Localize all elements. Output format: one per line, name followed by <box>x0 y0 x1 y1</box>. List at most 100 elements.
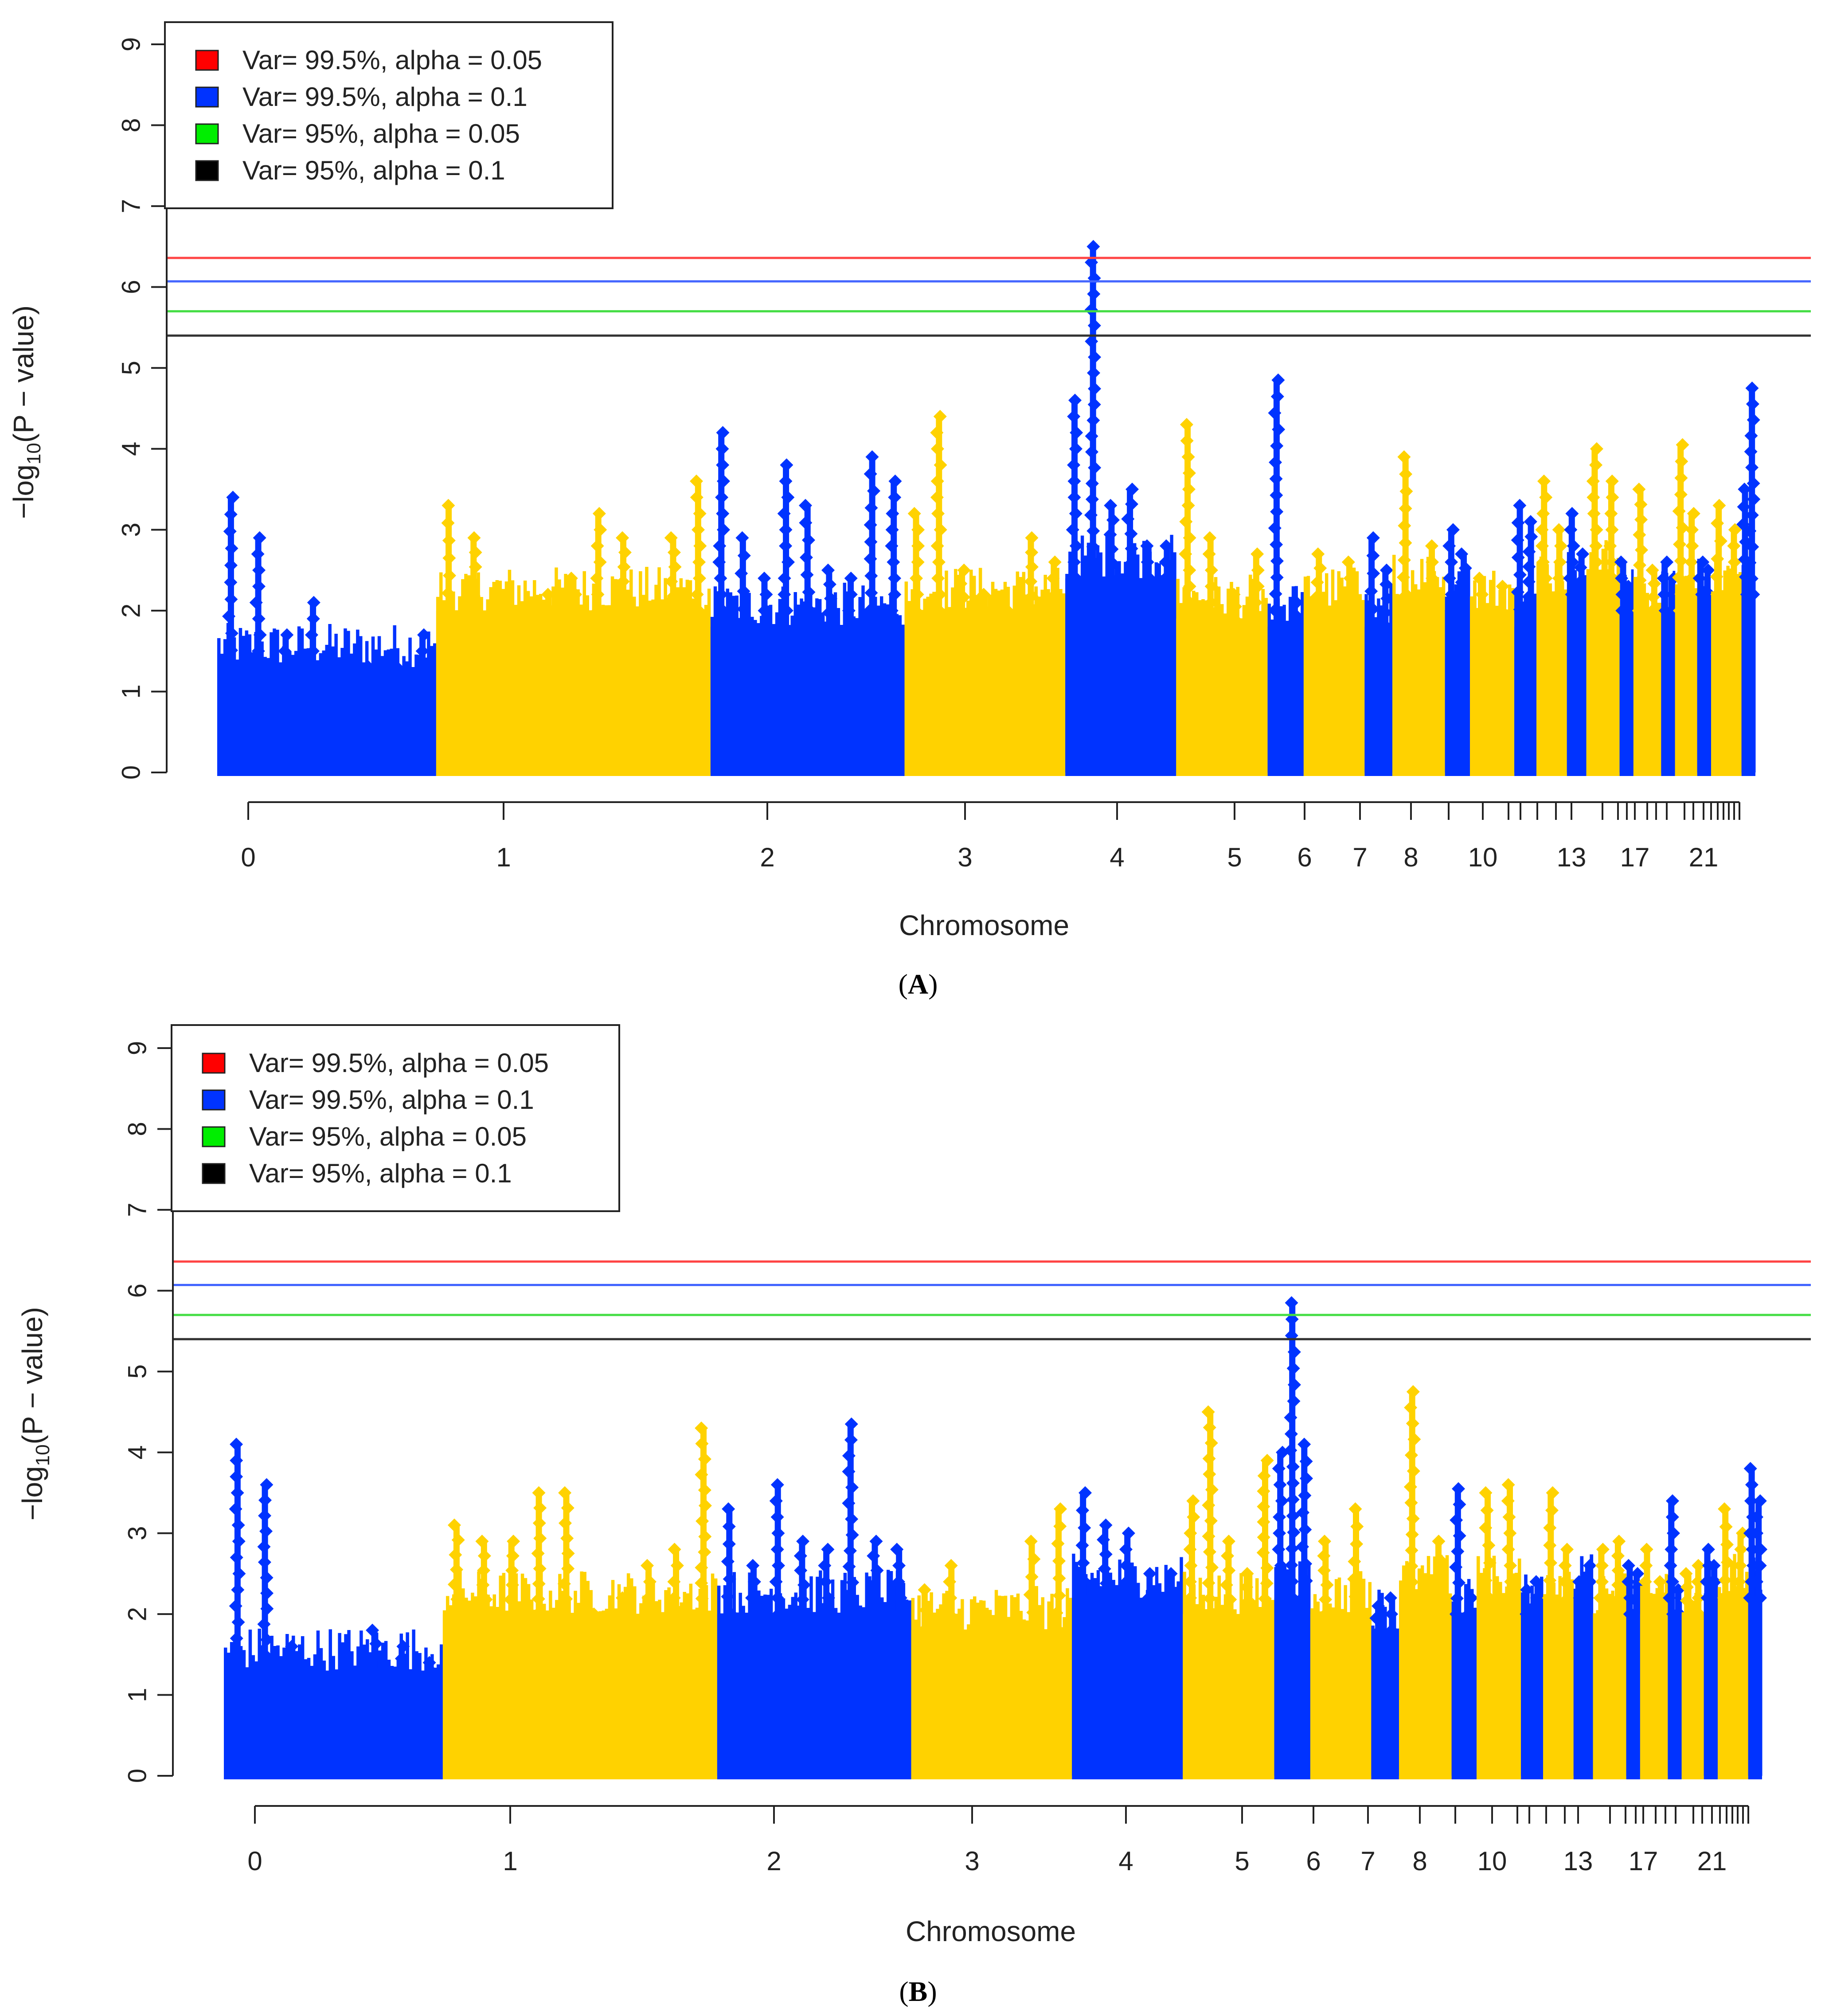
point-column <box>390 1666 394 1776</box>
data-point <box>417 628 431 642</box>
point-column <box>316 1630 320 1776</box>
point-column <box>883 1602 887 1776</box>
data-point <box>1396 570 1410 584</box>
data-point <box>1455 547 1469 561</box>
data-point <box>1432 1534 1446 1548</box>
data-point <box>1753 1559 1767 1572</box>
point-column <box>1498 590 1502 772</box>
point-column <box>1325 1605 1329 1776</box>
point-column <box>1543 1594 1547 1776</box>
data-point <box>842 1497 856 1510</box>
data-point <box>887 555 900 569</box>
point-column <box>1371 585 1374 772</box>
legend-swatch <box>195 86 219 108</box>
data-point <box>1087 398 1101 411</box>
point-column <box>701 609 705 772</box>
point-column <box>1530 597 1534 772</box>
peak-column <box>1684 1573 1691 1614</box>
data-point <box>1660 555 1674 569</box>
point-column <box>1000 1596 1004 1776</box>
point-column <box>1047 1601 1051 1776</box>
chromosome-3-points <box>904 409 1066 776</box>
data-point <box>1203 1607 1217 1621</box>
data-point <box>1085 445 1098 459</box>
point-column <box>489 1606 493 1776</box>
data-point <box>723 1572 736 1586</box>
data-point <box>1087 271 1101 285</box>
data-point <box>251 644 265 658</box>
data-point <box>1299 1472 1313 1486</box>
point-column <box>1309 596 1313 772</box>
point-column <box>1086 542 1090 772</box>
point-column <box>232 637 236 772</box>
data-point <box>1025 1570 1039 1584</box>
legend-label: Var= 99.5%, alpha = 0.05 <box>249 1048 549 1078</box>
data-point <box>1317 1534 1331 1548</box>
point-column <box>837 1612 841 1776</box>
data-point <box>919 1603 933 1617</box>
point-column <box>1717 553 1721 772</box>
point-column <box>861 585 865 772</box>
data-point <box>1366 620 1379 634</box>
point-column <box>1402 1565 1406 1776</box>
data-point <box>1747 476 1760 490</box>
data-point <box>1524 530 1538 543</box>
x-tick-label: 1 <box>503 1846 517 1876</box>
data-point <box>1595 1559 1609 1572</box>
data-point <box>1587 491 1600 504</box>
data-point <box>1665 1543 1678 1556</box>
data-point <box>1067 491 1081 504</box>
point-column <box>1217 1575 1221 1776</box>
point-column <box>1524 594 1528 772</box>
data-point <box>1260 1561 1274 1575</box>
point-column <box>353 1665 357 1776</box>
data-point <box>824 620 837 634</box>
point-column <box>895 614 899 772</box>
data-point <box>285 1640 299 1653</box>
point-column <box>1479 585 1483 772</box>
data-point <box>223 524 237 538</box>
point-column <box>757 623 760 772</box>
data-point <box>1086 413 1100 427</box>
data-point <box>891 1575 905 1589</box>
point-column <box>917 576 920 772</box>
point-column <box>501 589 505 772</box>
point-column <box>1489 580 1493 772</box>
point-column <box>421 1670 425 1776</box>
data-point <box>450 1563 464 1576</box>
data-point <box>252 612 266 626</box>
point-column <box>1214 577 1218 772</box>
point-column <box>499 1575 502 1776</box>
point-column <box>1115 1585 1118 1776</box>
point-column <box>680 1602 683 1776</box>
point-column <box>1105 536 1109 772</box>
data-point <box>1085 256 1098 269</box>
point-column <box>1297 615 1301 772</box>
point-column <box>461 579 465 772</box>
data-point <box>1105 542 1119 556</box>
data-point <box>842 1449 856 1462</box>
point-column <box>1139 578 1143 772</box>
point-column <box>784 618 788 772</box>
data-point <box>1645 563 1659 577</box>
data-point <box>1586 474 1600 488</box>
data-point <box>395 1664 409 1677</box>
point-column <box>1236 1614 1240 1776</box>
point-column <box>374 649 378 772</box>
point-column <box>1614 576 1617 772</box>
data-point <box>1272 1543 1286 1556</box>
data-point <box>867 1578 880 1592</box>
point-column <box>757 1590 761 1776</box>
point-column <box>711 1573 715 1776</box>
point-column <box>1056 568 1059 772</box>
data-point <box>1048 555 1062 569</box>
point-column <box>399 666 403 772</box>
data-point <box>1202 1452 1216 1466</box>
point-column <box>1264 598 1268 772</box>
data-point <box>1167 1591 1180 1605</box>
point-column <box>957 1608 961 1776</box>
point-column <box>880 596 883 772</box>
point-column <box>1454 584 1458 772</box>
point-column <box>639 1603 643 1776</box>
point-column <box>1274 583 1277 772</box>
